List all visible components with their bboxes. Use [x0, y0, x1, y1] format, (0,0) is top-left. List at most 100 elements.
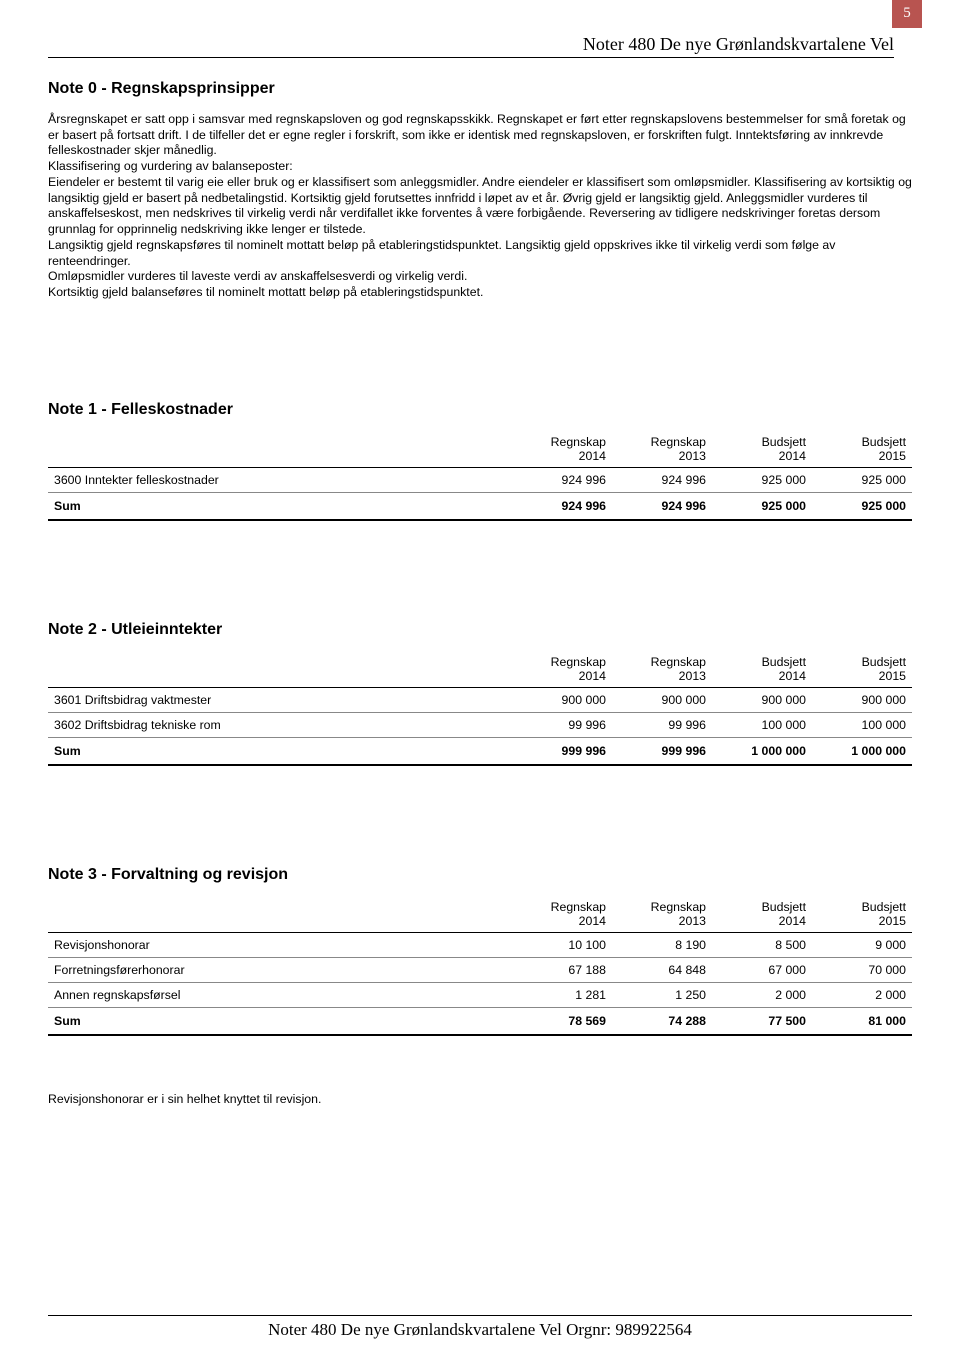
- col-header: Regnskap: [512, 898, 612, 914]
- col-header-year: 2015: [812, 914, 912, 933]
- note3-footnote: Revisjonshonorar er i sin helhet knyttet…: [48, 1092, 912, 1106]
- col-header-year: 2014: [712, 914, 812, 933]
- cell: 8 190: [612, 932, 712, 957]
- cell: 2 000: [712, 982, 812, 1007]
- note3-title: Note 3 - Forvaltning og revisjon: [48, 866, 912, 884]
- sum-cell: 1 000 000: [712, 737, 812, 765]
- row-label: 3600 Inntekter felleskostnader: [48, 467, 512, 492]
- table-row: 3602 Driftsbidrag tekniske rom 99 996 99…: [48, 712, 912, 737]
- cell: 10 100: [512, 932, 612, 957]
- cell: 99 996: [612, 712, 712, 737]
- col-header: Budsjett: [812, 898, 912, 914]
- cell: 1 281: [512, 982, 612, 1007]
- note3-table: Regnskap Regnskap Budsjett Budsjett 2014…: [48, 898, 912, 1036]
- table-row: 3601 Driftsbidrag vaktmester 900 000 900…: [48, 687, 912, 712]
- cell: 925 000: [812, 467, 912, 492]
- page-header-title: Noter 480 De nye Grønlandskvartalene Vel: [48, 34, 894, 58]
- sum-label: Sum: [48, 492, 512, 520]
- row-label: Forretningsførerhonorar: [48, 957, 512, 982]
- row-label: 3602 Driftsbidrag tekniske rom: [48, 712, 512, 737]
- note0-body: Årsregnskapet er satt opp i samsvar med …: [48, 112, 912, 301]
- row-label: 3601 Driftsbidrag vaktmester: [48, 687, 512, 712]
- page-footer: Noter 480 De nye Grønlandskvartalene Vel…: [0, 1315, 960, 1340]
- cell: 67 000: [712, 957, 812, 982]
- sum-cell: 999 996: [512, 737, 612, 765]
- note0-para: Eiendeler er bestemt til varig eie eller…: [48, 175, 912, 238]
- cell: 70 000: [812, 957, 912, 982]
- col-header-year: 2014: [712, 449, 812, 468]
- col-header: Regnskap: [512, 653, 612, 669]
- cell: 1 250: [612, 982, 712, 1007]
- row-label: Annen regnskapsførsel: [48, 982, 512, 1007]
- sum-label: Sum: [48, 737, 512, 765]
- sum-cell: 74 288: [612, 1007, 712, 1035]
- col-header-year: 2014: [512, 914, 612, 933]
- note0-para: Kortsiktig gjeld balanseføres til nomine…: [48, 285, 912, 301]
- cell: 900 000: [512, 687, 612, 712]
- table-row: Forretningsførerhonorar 67 188 64 848 67…: [48, 957, 912, 982]
- sum-row: Sum 78 569 74 288 77 500 81 000: [48, 1007, 912, 1035]
- cell: 99 996: [512, 712, 612, 737]
- col-header: Regnskap: [612, 433, 712, 449]
- cell: 8 500: [712, 932, 812, 957]
- cell: 900 000: [812, 687, 912, 712]
- note0-para: Klassifisering og vurdering av balansepo…: [48, 159, 912, 175]
- note2-section: Note 2 - Utleieinntekter Regnskap Regnsk…: [48, 621, 912, 766]
- cell: 100 000: [712, 712, 812, 737]
- cell: 2 000: [812, 982, 912, 1007]
- col-header-year: 2015: [812, 449, 912, 468]
- table-row: Revisjonshonorar 10 100 8 190 8 500 9 00…: [48, 932, 912, 957]
- cell: 67 188: [512, 957, 612, 982]
- cell: 9 000: [812, 932, 912, 957]
- cell: 100 000: [812, 712, 912, 737]
- col-header-year: 2014: [512, 669, 612, 688]
- sum-cell: 1 000 000: [812, 737, 912, 765]
- note0-para: Årsregnskapet er satt opp i samsvar med …: [48, 112, 912, 159]
- sum-cell: 78 569: [512, 1007, 612, 1035]
- note3-section: Note 3 - Forvaltning og revisjon Regnska…: [48, 866, 912, 1106]
- cell: 64 848: [612, 957, 712, 982]
- col-header: Budsjett: [812, 433, 912, 449]
- cell: 925 000: [712, 467, 812, 492]
- note2-table: Regnskap Regnskap Budsjett Budsjett 2014…: [48, 653, 912, 766]
- sum-row: Sum 924 996 924 996 925 000 925 000: [48, 492, 912, 520]
- col-header: Budsjett: [712, 898, 812, 914]
- sum-cell: 924 996: [512, 492, 612, 520]
- sum-cell: 81 000: [812, 1007, 912, 1035]
- sum-row: Sum 999 996 999 996 1 000 000 1 000 000: [48, 737, 912, 765]
- col-header-year: 2015: [812, 669, 912, 688]
- col-header-year: 2013: [612, 914, 712, 933]
- col-header: Budsjett: [812, 653, 912, 669]
- sum-cell: 925 000: [812, 492, 912, 520]
- cell: 900 000: [612, 687, 712, 712]
- col-header: Regnskap: [612, 653, 712, 669]
- col-header: Budsjett: [712, 433, 812, 449]
- page-number-badge: 5: [892, 0, 922, 28]
- col-header: Budsjett: [712, 653, 812, 669]
- note1-title: Note 1 - Felleskostnader: [48, 401, 912, 419]
- note0-title: Note 0 - Regnskapsprinsipper: [48, 80, 912, 98]
- note1-table: Regnskap Regnskap Budsjett Budsjett 2014…: [48, 433, 912, 521]
- note0-section: Note 0 - Regnskapsprinsipper Årsregnskap…: [48, 80, 912, 301]
- table-row: 3600 Inntekter felleskostnader 924 996 9…: [48, 467, 912, 492]
- col-header-year: 2014: [712, 669, 812, 688]
- col-header: Regnskap: [512, 433, 612, 449]
- row-label: Revisjonshonorar: [48, 932, 512, 957]
- sum-cell: 924 996: [612, 492, 712, 520]
- cell: 924 996: [612, 467, 712, 492]
- col-header-year: 2013: [612, 449, 712, 468]
- col-header: Regnskap: [612, 898, 712, 914]
- table-row: Annen regnskapsførsel 1 281 1 250 2 000 …: [48, 982, 912, 1007]
- cell: 900 000: [712, 687, 812, 712]
- sum-label: Sum: [48, 1007, 512, 1035]
- sum-cell: 999 996: [612, 737, 712, 765]
- note2-title: Note 2 - Utleieinntekter: [48, 621, 912, 639]
- sum-cell: 925 000: [712, 492, 812, 520]
- cell: 924 996: [512, 467, 612, 492]
- footer-text: Noter 480 De nye Grønlandskvartalene Vel…: [268, 1320, 692, 1339]
- note0-para: Langsiktig gjeld regnskapsføres til nomi…: [48, 238, 912, 269]
- col-header-year: 2014: [512, 449, 612, 468]
- col-header-year: 2013: [612, 669, 712, 688]
- note0-para: Omløpsmidler vurderes til laveste verdi …: [48, 269, 912, 285]
- note1-section: Note 1 - Felleskostnader Regnskap Regnsk…: [48, 401, 912, 521]
